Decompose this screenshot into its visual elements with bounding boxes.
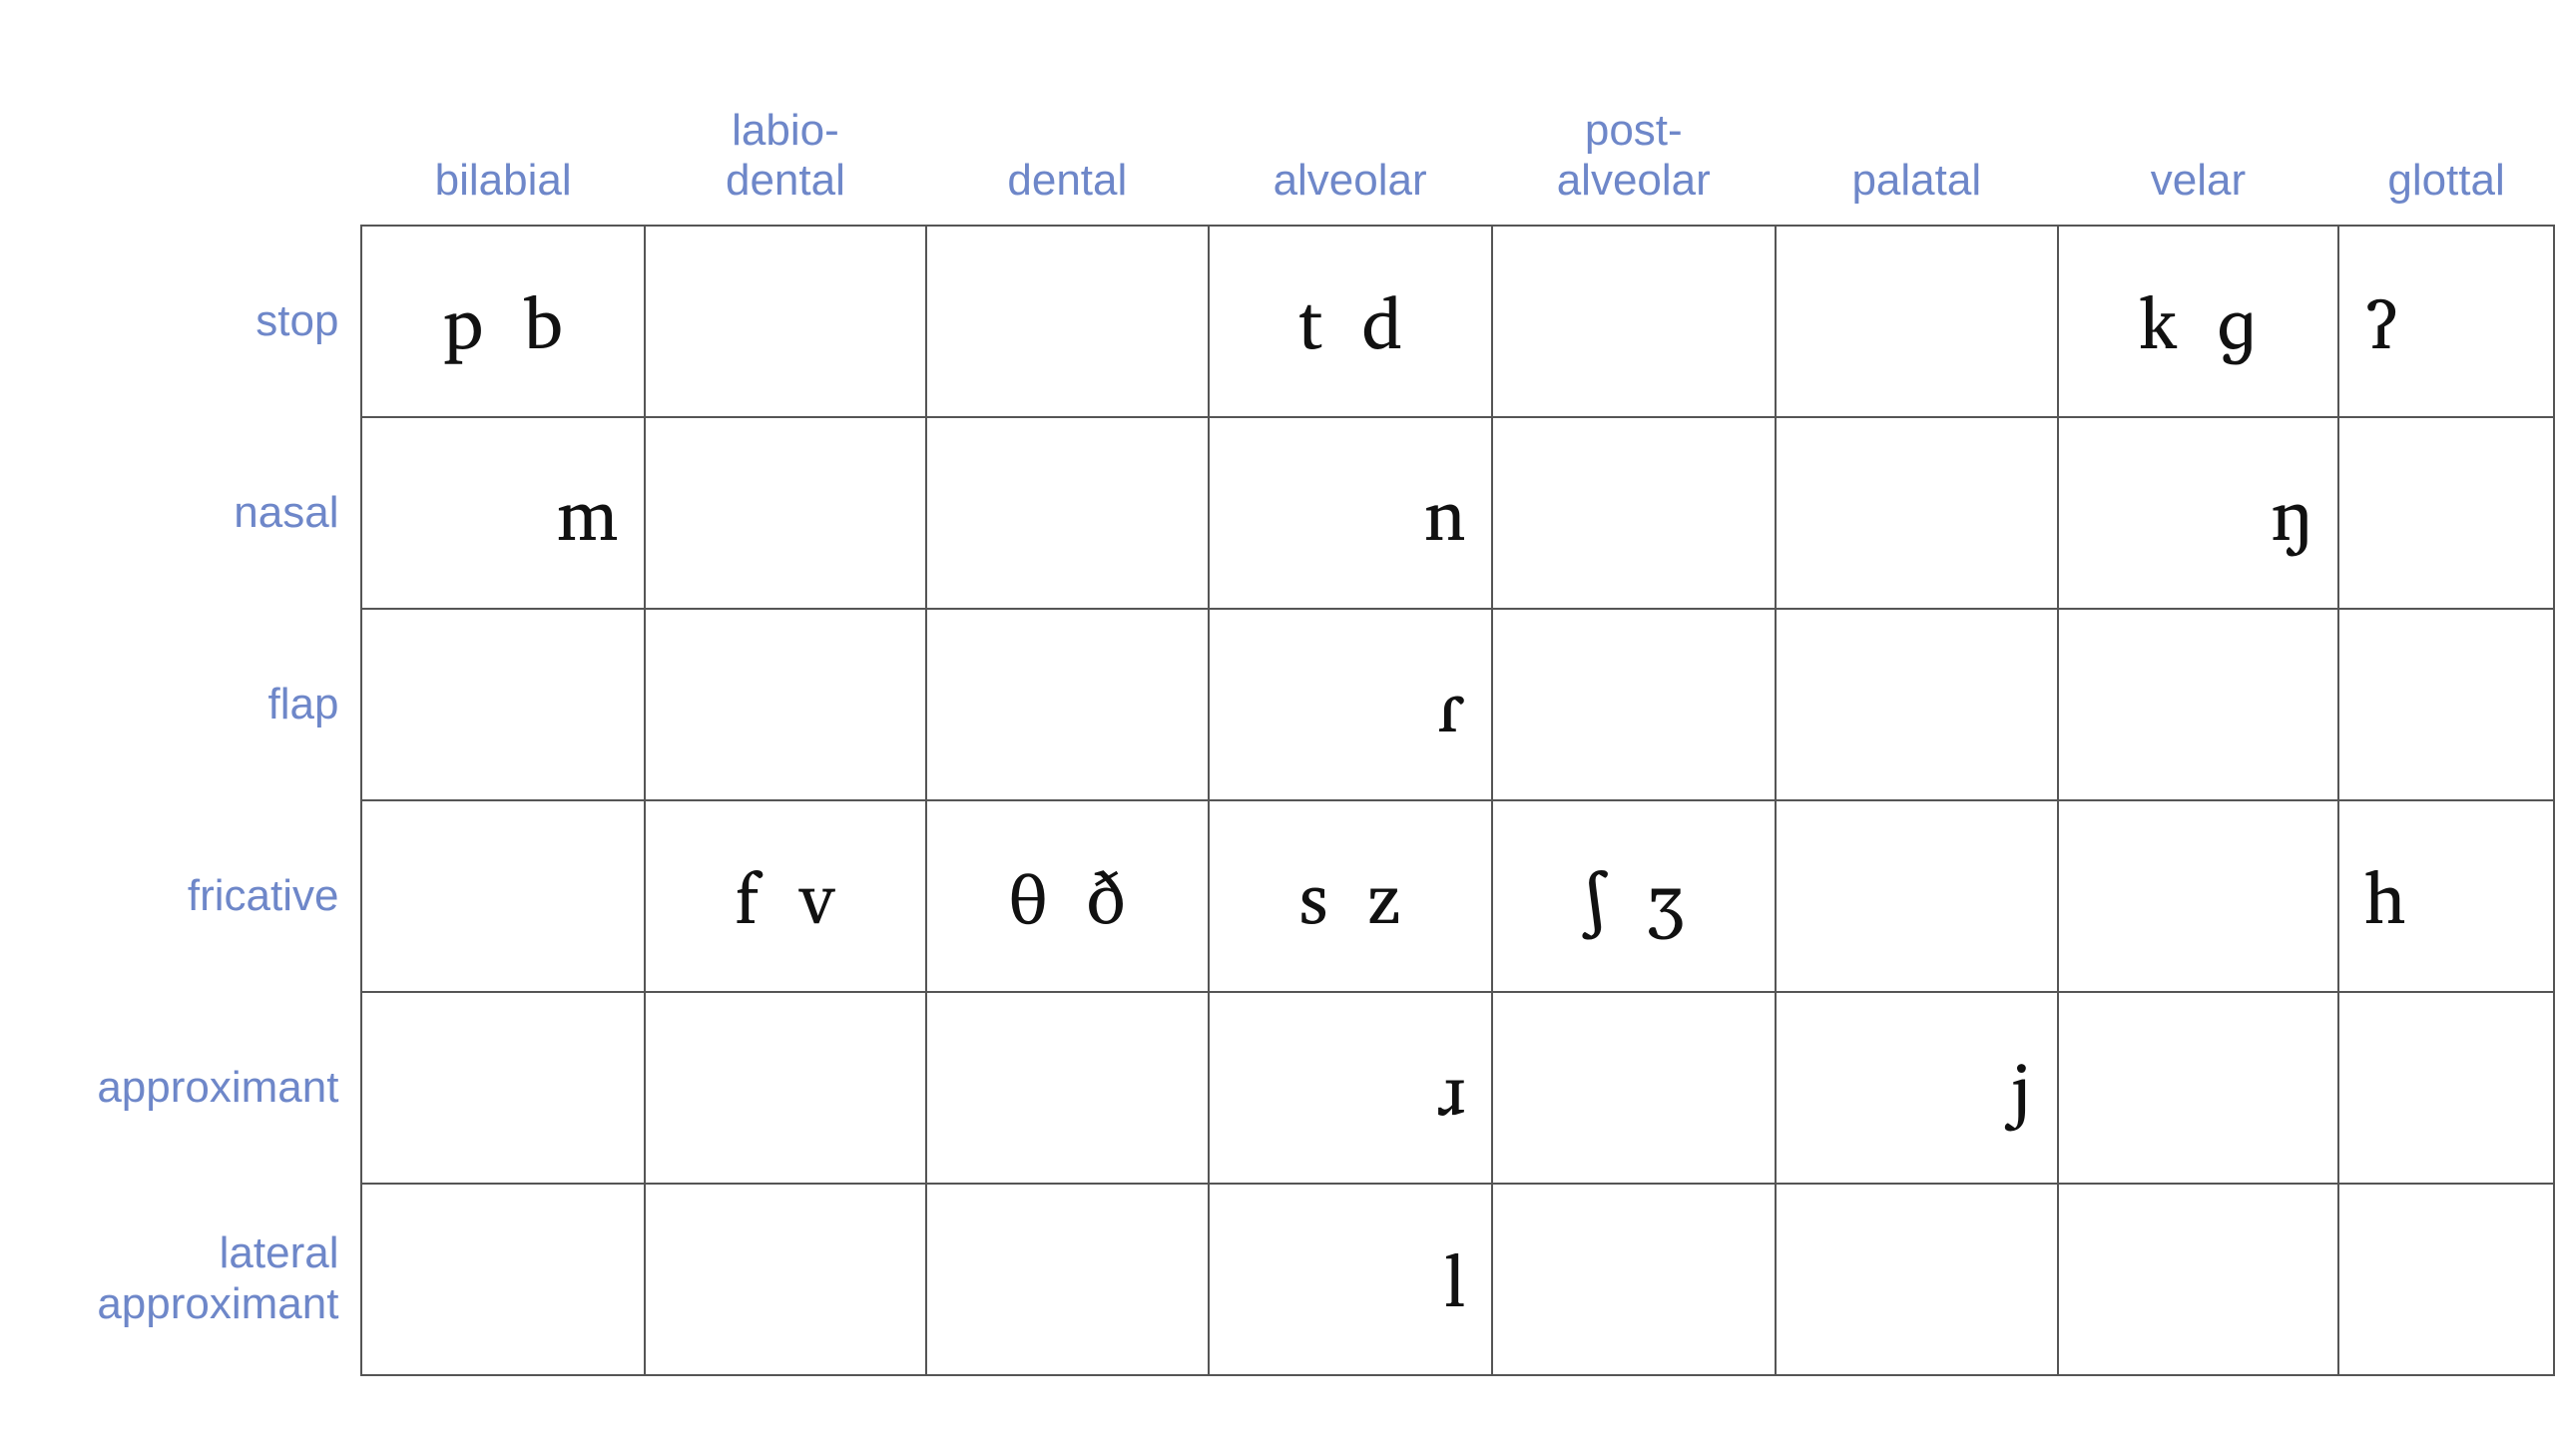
ipa-cell: h <box>2338 800 2554 992</box>
ipa-cell: j <box>1776 992 2058 1184</box>
ipa-cell <box>645 417 926 609</box>
ipa-cell <box>926 992 1208 1184</box>
ipa-cell <box>2058 992 2338 1184</box>
ipa-cell <box>1492 609 1776 800</box>
row-header: nasal <box>40 417 361 609</box>
ipa-cell: kɡ <box>2058 226 2338 417</box>
ipa-symbol-voiceless: k <box>2139 262 2177 380</box>
column-header: palatal <box>1776 56 2058 226</box>
row-header: fricative <box>40 800 361 992</box>
ipa-cell: pb <box>361 226 644 417</box>
ipa-symbol-voiced: v <box>797 837 835 955</box>
ipa-cell: ɾ <box>1209 609 1492 800</box>
corner-cell <box>40 56 361 226</box>
row-header: approximant <box>40 992 361 1184</box>
ipa-cell: n <box>1209 417 1492 609</box>
row-header: lateral approximant <box>40 1184 361 1375</box>
column-header: post- alveolar <box>1492 56 1776 226</box>
ipa-symbol-voiceless: f <box>735 837 758 955</box>
ipa-cell <box>361 992 644 1184</box>
ipa-symbol-voiceless: s <box>1299 837 1328 955</box>
ipa-cell <box>361 800 644 992</box>
ipa-cell <box>645 609 926 800</box>
ipa-symbol-voiced: n <box>1425 454 1466 572</box>
ipa-cell <box>926 417 1208 609</box>
ipa-symbol-voiced: ɡ <box>2218 262 2258 380</box>
ipa-cell <box>926 226 1208 417</box>
row-header: flap <box>40 609 361 800</box>
column-header: velar <box>2058 56 2338 226</box>
ipa-cell <box>645 992 926 1184</box>
ipa-cell <box>1776 800 2058 992</box>
ipa-symbol-voiced: ɾ <box>1438 646 1466 763</box>
ipa-cell <box>2338 1184 2554 1375</box>
ipa-cell <box>361 609 644 800</box>
ipa-cell <box>1776 417 2058 609</box>
ipa-cell <box>2338 992 2554 1184</box>
ipa-cell <box>645 226 926 417</box>
ipa-symbol-voiced: ʒ <box>1648 837 1686 955</box>
ipa-symbol-voiceless: h <box>2364 837 2405 955</box>
ipa-symbol-voiced: z <box>1367 837 1400 955</box>
ipa-cell <box>2338 609 2554 800</box>
ipa-symbol-voiced: ð <box>1087 837 1126 955</box>
ipa-cell <box>1776 1184 2058 1375</box>
column-header: dental <box>926 56 1208 226</box>
ipa-symbol-voiced: b <box>523 262 563 380</box>
row-header: stop <box>40 226 361 417</box>
ipa-cell <box>1492 992 1776 1184</box>
ipa-cell <box>1492 226 1776 417</box>
column-header: labio- dental <box>645 56 926 226</box>
column-header: bilabial <box>361 56 644 226</box>
ipa-cell: ŋ <box>2058 417 2338 609</box>
ipa-cell <box>645 1184 926 1375</box>
ipa-cell: fv <box>645 800 926 992</box>
consonant-chart: bilabiallabio- dentaldentalalveolarpost-… <box>0 0 2555 1456</box>
ipa-cell <box>2338 417 2554 609</box>
ipa-cell: ʔ <box>2338 226 2554 417</box>
ipa-symbol-voiced: ŋ <box>2272 454 2312 572</box>
ipa-cell <box>361 1184 644 1375</box>
ipa-symbol-voiceless: ʔ <box>2364 262 2398 380</box>
ipa-symbol-voiced: l <box>1444 1220 1465 1338</box>
ipa-cell <box>926 1184 1208 1375</box>
ipa-cell: l <box>1209 1184 1492 1375</box>
ipa-consonant-table: bilabiallabio- dentaldentalalveolarpost-… <box>40 56 2555 1376</box>
ipa-cell: m <box>361 417 644 609</box>
ipa-symbol-voiceless: t <box>1297 262 1321 380</box>
ipa-cell <box>2058 609 2338 800</box>
ipa-cell: ʃʒ <box>1492 800 1776 992</box>
ipa-symbol-voiced: m <box>557 454 618 572</box>
ipa-cell <box>1776 609 2058 800</box>
column-header: glottal <box>2338 56 2554 226</box>
ipa-cell <box>2058 1184 2338 1375</box>
ipa-symbol-voiced: ɹ <box>1437 1029 1465 1147</box>
ipa-cell <box>926 609 1208 800</box>
ipa-symbol-voiceless: ʃ <box>1582 837 1608 955</box>
ipa-cell <box>2058 800 2338 992</box>
ipa-cell <box>1776 226 2058 417</box>
ipa-symbol-voiceless: p <box>443 262 483 380</box>
ipa-symbol-voiceless: θ <box>1009 837 1047 955</box>
ipa-cell <box>1492 1184 1776 1375</box>
ipa-symbol-voiced: d <box>1361 262 1402 380</box>
ipa-symbol-voiced: j <box>2011 1029 2032 1147</box>
ipa-cell: θð <box>926 800 1208 992</box>
ipa-cell: ɹ <box>1209 992 1492 1184</box>
column-header: alveolar <box>1209 56 1492 226</box>
ipa-cell <box>1492 417 1776 609</box>
ipa-cell: td <box>1209 226 1492 417</box>
ipa-cell: sz <box>1209 800 1492 992</box>
